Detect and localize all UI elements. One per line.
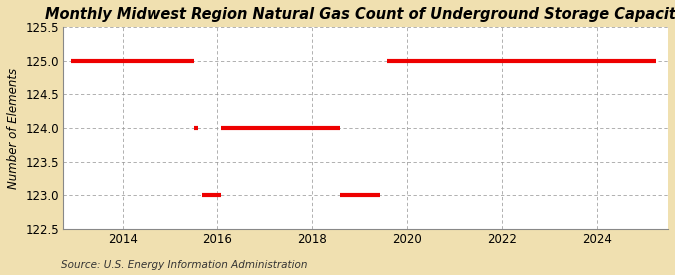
Y-axis label: Number of Elements: Number of Elements (7, 68, 20, 189)
Title: Monthly Midwest Region Natural Gas Count of Underground Storage Capacity: Monthly Midwest Region Natural Gas Count… (45, 7, 675, 22)
Text: Source: U.S. Energy Information Administration: Source: U.S. Energy Information Administ… (61, 260, 307, 270)
